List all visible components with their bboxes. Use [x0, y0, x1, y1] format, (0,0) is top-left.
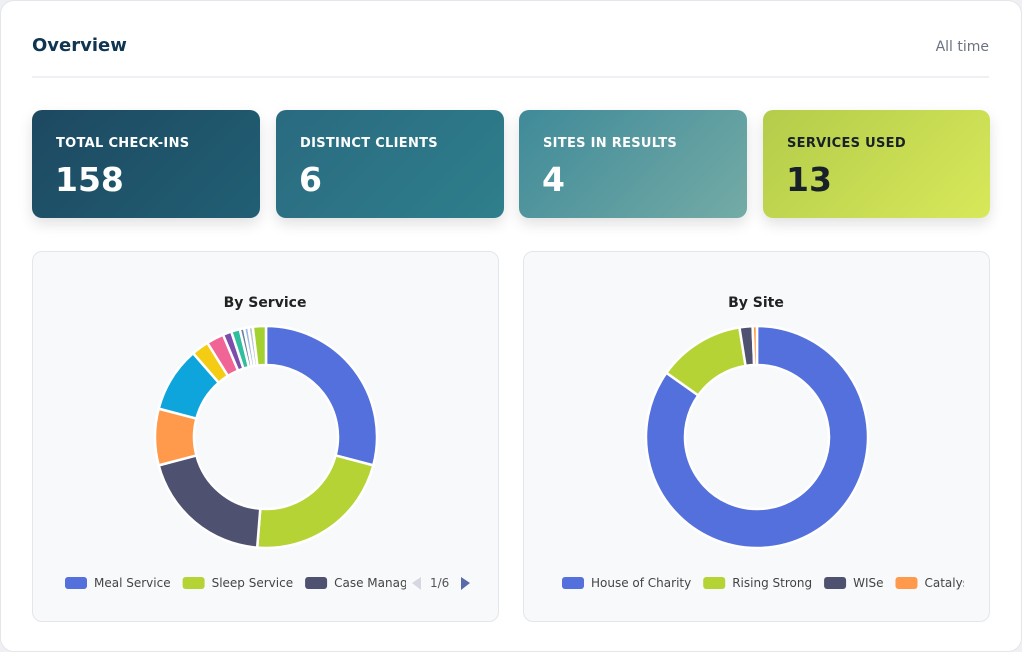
- donut-segment: [644, 324, 870, 550]
- legend-prev[interactable]: [412, 577, 421, 590]
- donut-segment: [255, 454, 375, 550]
- donut-segment: [264, 324, 379, 467]
- stat-value: 6: [299, 160, 322, 199]
- stat-value: 158: [55, 160, 124, 199]
- chart-panel: By Site House of Charity Rising Strong WISe…: [523, 251, 990, 622]
- title: Overview: [32, 35, 127, 56]
- legend-swatch: [182, 577, 205, 589]
- donut-segment: [157, 454, 262, 549]
- chart: By Service Meal Service Sleep Service Case …: [65, 295, 470, 590]
- legend-page: 1/6: [430, 576, 449, 590]
- legend-swatch: [65, 577, 87, 589]
- stat-card: TOTAL CHECK-INS 158: [32, 110, 260, 218]
- stat-value: 4: [542, 160, 565, 199]
- stat-value: 13: [786, 160, 832, 199]
- legend-swatch: [895, 577, 918, 589]
- donut-segment: [751, 324, 759, 367]
- legend: House of Charity Rising Strong WISe Catalys…: [562, 576, 973, 590]
- stat-label: SERVICES USED: [787, 136, 906, 151]
- legend-swatch: [824, 577, 847, 589]
- legend-swatch: [305, 577, 328, 589]
- chart-title: By Site: [728, 295, 784, 311]
- stat-card: DISTINCT CLIENTS 6: [276, 110, 504, 218]
- legend-label: WISe: [853, 576, 883, 590]
- legend-label: Sleep Service: [212, 576, 294, 590]
- legend: Meal Service Sleep Service Case Management: [65, 576, 447, 590]
- divider: [32, 76, 989, 78]
- legend-label: House of Charity: [591, 576, 691, 590]
- chart-title: By Service: [224, 295, 307, 311]
- chart-panel: By Service Meal Service Sleep Service Case …: [32, 251, 499, 622]
- donut-segment: [251, 324, 268, 367]
- legend-label: Catalyst: [924, 576, 973, 590]
- legend-label: Meal Service: [94, 576, 171, 590]
- stat-card: SERVICES USED 13: [763, 110, 990, 218]
- stat-label: SITES IN RESULTS: [543, 136, 678, 151]
- legend-swatch: [562, 577, 584, 589]
- stat-card: SITES IN RESULTS 4: [519, 110, 747, 218]
- legend-next[interactable]: [461, 577, 470, 590]
- range-filter[interactable]: All time: [935, 39, 989, 55]
- chart: By Site House of Charity Rising Strong WISe…: [562, 295, 973, 590]
- legend-swatch: [703, 577, 726, 589]
- stat-label: TOTAL CHECK-INS: [56, 136, 190, 151]
- legend-label: Case Management: [334, 576, 447, 590]
- legend-label: Rising Strong: [732, 576, 812, 590]
- stat-label: DISTINCT CLIENTS: [300, 136, 438, 151]
